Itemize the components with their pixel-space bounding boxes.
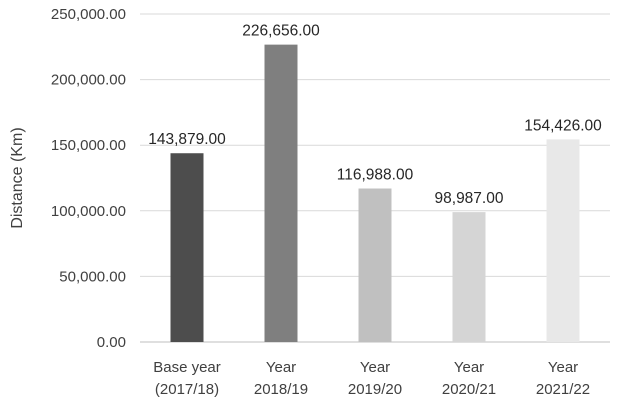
y-tick-label: 50,000.00 [59, 268, 126, 285]
x-tick-label: Base year (2017/18) [153, 359, 221, 398]
y-tick-label: 150,000.00 [51, 137, 126, 154]
x-tick-label: Year 2021/22 [536, 359, 590, 398]
data-label: 98,987.00 [435, 190, 504, 207]
x-tick-label: Year 2019/20 [348, 359, 402, 398]
y-tick-label: 250,000.00 [51, 6, 126, 23]
x-tick-label-line: 2020/21 [442, 381, 496, 398]
y-tick-label: 0.00 [97, 334, 126, 351]
y-axis-title: Distance (Km) [9, 127, 26, 228]
x-tick-label-line: Base year [153, 359, 221, 376]
y-axis-tick-labels: 0.00 50,000.00 100,000.00 150,000.00 200,000… [51, 6, 126, 351]
x-tick-label-line: Year [548, 359, 578, 376]
bar [546, 139, 580, 342]
data-labels: 143,879.00 226,656.00 116,988.00 98,987.00 1… [148, 23, 602, 208]
data-label: 143,879.00 [148, 131, 226, 148]
x-tick-label-line: 2021/22 [536, 381, 590, 398]
x-axis-tick-labels: Base year (2017/18) Year 2018/19 Year 2019/20… [153, 359, 590, 398]
bar [264, 44, 298, 343]
x-tick-label-line: Year [454, 359, 484, 376]
data-label: 226,656.00 [242, 23, 320, 40]
data-label: 154,426.00 [524, 117, 602, 134]
x-tick-label-line: Year [360, 359, 390, 376]
x-tick-label-line: (2017/18) [155, 381, 219, 398]
x-tick-label: Year 2018/19 [254, 359, 308, 398]
x-tick-label: Year 2020/21 [442, 359, 496, 398]
bar [170, 153, 204, 342]
x-tick-label-line: Year [266, 359, 296, 376]
y-tick-label: 200,000.00 [51, 72, 126, 89]
x-tick-label-line: 2018/19 [254, 381, 308, 398]
y-tick-label: 100,000.00 [51, 203, 126, 220]
bar [358, 188, 392, 342]
data-label: 116,988.00 [337, 167, 414, 184]
x-tick-label-line: 2019/20 [348, 381, 402, 398]
bars [170, 44, 580, 343]
bar [452, 212, 486, 342]
